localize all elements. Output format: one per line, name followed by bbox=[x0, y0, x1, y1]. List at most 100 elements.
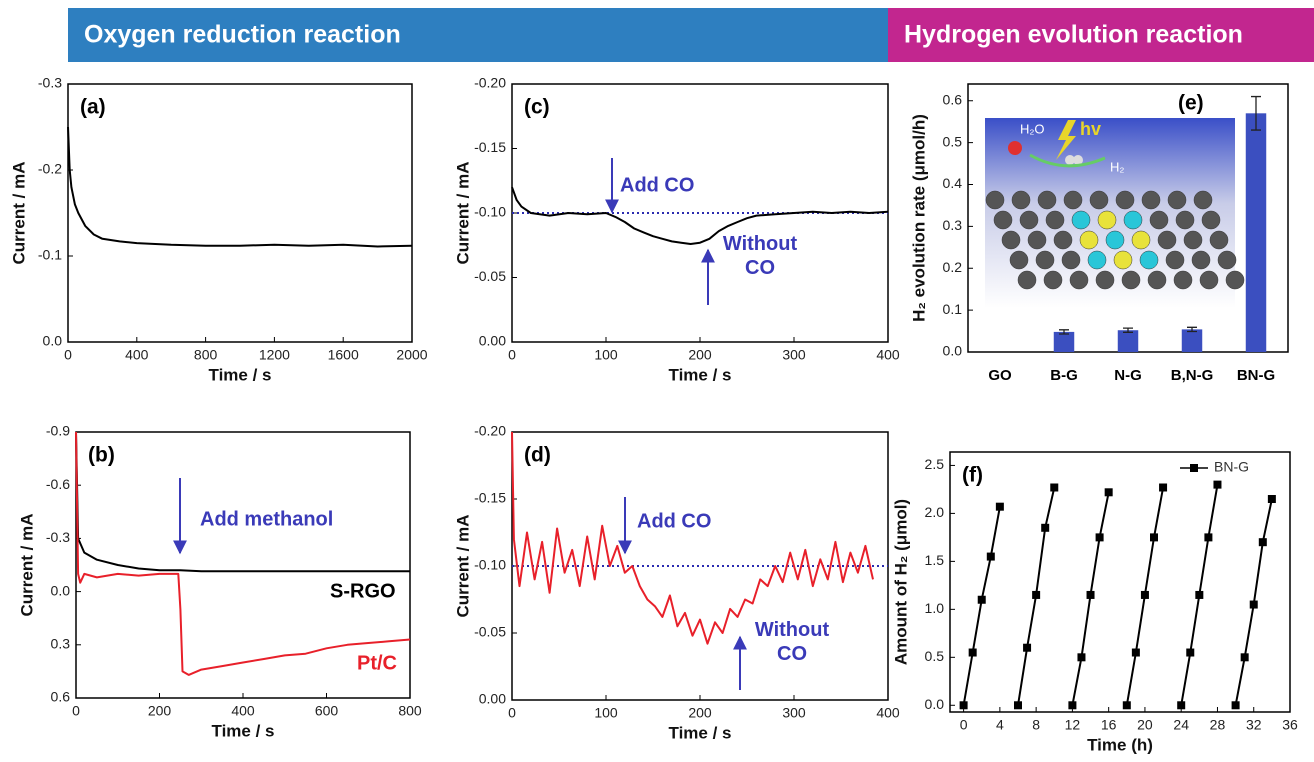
x-tick-label: B-G bbox=[1050, 367, 1078, 384]
inset-atom bbox=[993, 210, 1013, 230]
inset-atom bbox=[1095, 270, 1115, 290]
inset-atom bbox=[1123, 210, 1143, 230]
y-tick-label: 0.6 bbox=[51, 689, 71, 705]
y-tick-label: -0.3 bbox=[46, 529, 70, 545]
inset-arrow bbox=[1029, 153, 1106, 168]
header-right: Hydrogen evolution reaction bbox=[904, 21, 1243, 49]
x-tick-label: 400 bbox=[876, 347, 900, 363]
y-tick-label: 2.0 bbox=[925, 504, 945, 520]
error-bar bbox=[1123, 327, 1133, 333]
y-tick-label: 0.00 bbox=[479, 691, 506, 707]
marker bbox=[1095, 533, 1104, 542]
marker bbox=[1014, 701, 1022, 710]
inset-atom bbox=[1087, 250, 1107, 270]
inset-atom bbox=[1071, 210, 1091, 230]
legend-marker bbox=[1190, 464, 1198, 472]
marker bbox=[1140, 590, 1149, 599]
error-bar bbox=[1187, 326, 1197, 333]
inset-atom bbox=[1097, 210, 1117, 230]
y-tick-label: -0.3 bbox=[38, 75, 62, 91]
series-line bbox=[962, 484, 1273, 706]
y-tick-label: -0.05 bbox=[474, 624, 506, 640]
inset-atom bbox=[1217, 250, 1237, 270]
inset-atom bbox=[1149, 210, 1169, 230]
inset-atom bbox=[1079, 230, 1099, 250]
x-tick-label: 200 bbox=[688, 705, 712, 721]
x-tick-label: 12 bbox=[1065, 717, 1081, 733]
marker bbox=[1231, 701, 1240, 710]
x-tick-label: 600 bbox=[315, 703, 339, 719]
x-axis-label: Time (h) bbox=[1087, 735, 1153, 754]
marker bbox=[959, 701, 968, 710]
inset-atom bbox=[1061, 250, 1081, 270]
y-axis-label: H₂ evolution rate (μmol/h) bbox=[909, 114, 928, 322]
x-tick-label: 36 bbox=[1282, 717, 1298, 733]
inset-atom bbox=[1147, 270, 1167, 290]
y-tick-label: -0.2 bbox=[38, 161, 62, 177]
x-tick-label: 0 bbox=[72, 703, 80, 719]
panel-label: (b) bbox=[88, 444, 115, 467]
marker bbox=[1086, 590, 1095, 599]
inset-atom bbox=[1201, 210, 1221, 230]
inset-atom bbox=[1157, 230, 1177, 250]
x-tick-label: 400 bbox=[876, 705, 900, 721]
bar bbox=[1117, 330, 1139, 352]
marker bbox=[1186, 648, 1195, 657]
y-tick-label: -0.6 bbox=[46, 476, 70, 492]
y-tick-label: 0.0 bbox=[51, 582, 71, 598]
y-axis-label: Amount of H₂ (μmol) bbox=[891, 499, 910, 665]
legend-label: BN-G bbox=[1214, 459, 1249, 475]
marker bbox=[1159, 483, 1168, 492]
annotation-box: Without CO bbox=[723, 233, 797, 279]
inset-label: hv bbox=[1080, 119, 1101, 139]
marker bbox=[1068, 701, 1077, 710]
y-tick-label: 0.0 bbox=[43, 333, 63, 349]
marker bbox=[995, 502, 1004, 511]
inset-atom bbox=[1121, 270, 1141, 290]
inset-atom bbox=[1209, 230, 1229, 250]
x-tick-label: 16 bbox=[1101, 717, 1117, 733]
panel-label: (f) bbox=[962, 464, 983, 487]
panel-label: (a) bbox=[80, 96, 106, 119]
series-label: Pt/C bbox=[357, 652, 397, 674]
marker bbox=[977, 595, 986, 604]
marker bbox=[1267, 495, 1276, 504]
error-bar bbox=[1059, 329, 1069, 335]
y-axis-label: Current / mA bbox=[17, 514, 36, 617]
inset-atom bbox=[1139, 250, 1159, 270]
inset-atom bbox=[1225, 270, 1245, 290]
inset-atom bbox=[1069, 270, 1089, 290]
x-tick-label: 400 bbox=[125, 347, 149, 363]
x-tick-label: 100 bbox=[594, 347, 618, 363]
series-line bbox=[75, 431, 410, 573]
panel-label: (c) bbox=[524, 96, 550, 119]
marker bbox=[1077, 653, 1086, 662]
y-tick-label: -0.10 bbox=[474, 557, 506, 573]
y-tick-label: -0.9 bbox=[46, 423, 70, 439]
header-left: Oxygen reduction reaction bbox=[84, 21, 401, 49]
header-left-band bbox=[68, 8, 888, 62]
marker bbox=[986, 552, 995, 561]
series-label: S-RGO bbox=[330, 580, 396, 602]
annotation: Without CO bbox=[754, 619, 830, 665]
inset-atom bbox=[1141, 190, 1161, 210]
inset-atom bbox=[1063, 190, 1083, 210]
y-tick-label: -0.20 bbox=[474, 423, 506, 439]
inset-atom bbox=[1035, 250, 1055, 270]
marker bbox=[1213, 480, 1222, 489]
y-tick-label: -0.1 bbox=[38, 247, 62, 263]
plot-frame bbox=[67, 83, 413, 343]
x-tick-label: 200 bbox=[688, 347, 712, 363]
x-tick-label: 2000 bbox=[396, 347, 427, 363]
series-line bbox=[511, 431, 874, 645]
x-tick-label: 0 bbox=[508, 347, 516, 363]
y-tick-label: -0.10 bbox=[474, 204, 506, 220]
x-tick-label: 300 bbox=[782, 347, 806, 363]
y-axis-label: Current / mA bbox=[453, 162, 472, 265]
y-axis-label: Current / mA bbox=[453, 515, 472, 618]
y-tick-label: 0.5 bbox=[943, 133, 963, 149]
marker bbox=[1249, 600, 1258, 609]
inset-atom bbox=[1008, 141, 1022, 155]
